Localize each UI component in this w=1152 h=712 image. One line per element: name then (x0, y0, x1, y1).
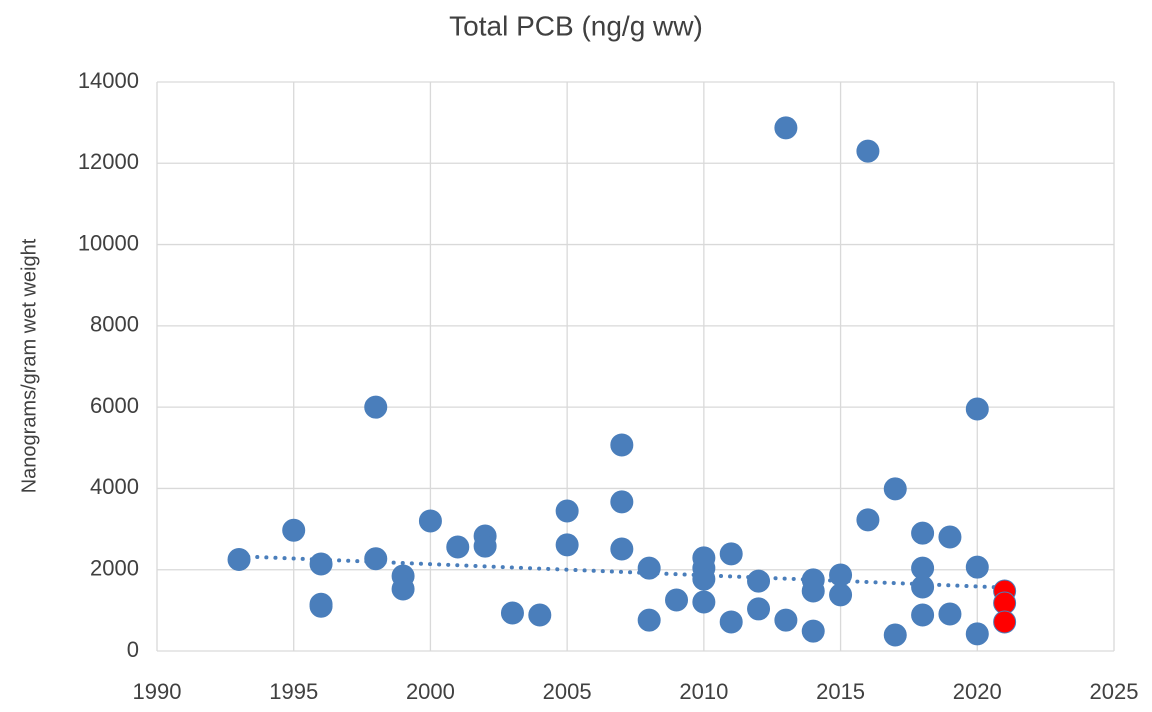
point (801, 619, 825, 643)
x-tick-label: 1995 (269, 679, 318, 704)
point (446, 535, 470, 559)
point (610, 490, 634, 514)
x-tick-label: 2005 (543, 679, 592, 704)
point (911, 603, 935, 627)
x-tick-label: 1990 (133, 679, 182, 704)
y-tick-label: 14000 (78, 68, 139, 93)
y-tick-label: 4000 (90, 474, 139, 499)
point (965, 622, 989, 646)
x-tick-label: 2000 (406, 679, 455, 704)
x-tick-label: 2025 (1090, 679, 1139, 704)
point (665, 588, 689, 612)
point (883, 477, 907, 501)
point (418, 509, 442, 533)
point (528, 603, 552, 627)
point (500, 601, 524, 625)
point (801, 579, 825, 603)
point (282, 518, 306, 542)
y-tick-label: 8000 (90, 312, 139, 337)
point (911, 521, 935, 545)
y-axis-label: Nanograms/gram wet weight (18, 238, 40, 493)
point (637, 556, 661, 580)
point (911, 575, 935, 599)
point (719, 542, 743, 566)
point (829, 563, 853, 587)
point (829, 583, 853, 607)
point (993, 610, 1017, 634)
point (774, 116, 798, 140)
point (965, 397, 989, 421)
trendline (237, 554, 1007, 590)
point (774, 608, 798, 632)
point (692, 590, 716, 614)
y-tick-label: 10000 (78, 230, 139, 255)
point (637, 608, 661, 632)
point (364, 547, 388, 571)
point (309, 552, 333, 576)
point (309, 594, 333, 618)
y-tick-label: 12000 (78, 149, 139, 174)
y-tick-label: 6000 (90, 393, 139, 418)
point (692, 567, 716, 591)
point (610, 537, 634, 561)
point (747, 569, 771, 593)
y-tick-label: 0 (127, 637, 139, 662)
point (938, 525, 962, 549)
x-tick-label: 2010 (679, 679, 728, 704)
point (719, 610, 743, 634)
point (473, 534, 497, 558)
point (227, 548, 251, 572)
point (610, 433, 634, 457)
point (364, 395, 388, 419)
point (856, 139, 880, 163)
point (965, 555, 989, 579)
y-tick-label: 2000 (90, 556, 139, 581)
chart-title: Total PCB (ng/g ww) (449, 10, 703, 41)
x-tick-label: 2020 (953, 679, 1002, 704)
point (555, 499, 579, 523)
point (391, 577, 415, 601)
point (883, 623, 907, 647)
point (555, 533, 579, 557)
point (856, 508, 880, 532)
point (747, 597, 771, 621)
x-tick-label: 2015 (816, 679, 865, 704)
point (938, 602, 962, 626)
